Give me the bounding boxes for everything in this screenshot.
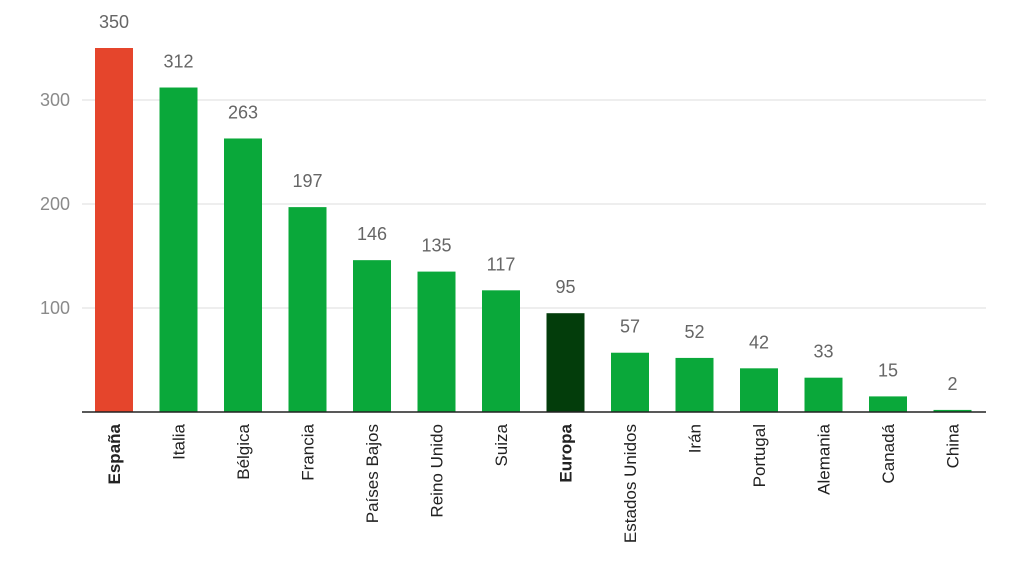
value-label: 146 — [357, 224, 387, 244]
bar-7 — [546, 313, 585, 412]
value-label: 263 — [228, 102, 258, 122]
category-label: Suiza — [492, 423, 511, 466]
category-label: Países Bajos — [363, 424, 382, 523]
value-label: 15 — [878, 360, 898, 380]
bar-8 — [611, 352, 649, 412]
category-labels: España Italia Bélgica Francia Países Bajos Re… — [105, 423, 963, 543]
bar-4 — [353, 260, 391, 412]
bar-1 — [159, 87, 198, 413]
category-label: Irán — [686, 424, 705, 453]
category-label: Bélgica — [234, 423, 253, 479]
category-label: España — [105, 423, 124, 484]
value-label: 135 — [421, 236, 451, 256]
y-tick-label: 200 — [40, 194, 70, 214]
bar-3 — [288, 207, 327, 412]
value-label: 33 — [813, 342, 833, 362]
value-label: 312 — [163, 52, 193, 72]
value-label: 197 — [292, 171, 322, 191]
bar-12 — [869, 396, 907, 412]
bar-5 — [417, 271, 456, 412]
category-label: Italia — [170, 423, 189, 459]
category-label: Estados Unidos — [621, 424, 640, 543]
value-label: 42 — [749, 332, 769, 352]
value-label: 52 — [684, 322, 704, 342]
y-tick-label: 100 — [40, 298, 70, 318]
bar-2 — [224, 138, 262, 413]
value-label: 117 — [487, 254, 516, 274]
bar-13 — [933, 409, 972, 412]
category-label: Francia — [299, 423, 318, 480]
category-label: China — [944, 423, 963, 468]
value-labels: 350 312 263 197 146 135 117 95 57 52 42 33 15 2 — [99, 12, 958, 394]
value-label: 95 — [555, 277, 575, 297]
bar-0 — [95, 48, 133, 412]
bar-11 — [804, 377, 843, 412]
bars — [95, 48, 972, 413]
gridlines — [82, 99, 986, 309]
category-label: Portugal — [750, 424, 769, 487]
bar-10 — [740, 368, 778, 412]
y-tick-label: 300 — [40, 90, 70, 110]
bar-9 — [675, 357, 714, 412]
category-label: Alemania — [815, 423, 834, 494]
category-label: Reino Unido — [428, 424, 447, 518]
value-label: 350 — [99, 12, 129, 32]
value-label: 57 — [620, 317, 640, 337]
bar-6 — [482, 290, 520, 412]
category-label: Canadá — [879, 423, 898, 483]
value-label: 2 — [947, 374, 957, 394]
category-label: Europa — [557, 423, 576, 482]
y-axis-ticks: 100 200 300 — [40, 90, 70, 318]
